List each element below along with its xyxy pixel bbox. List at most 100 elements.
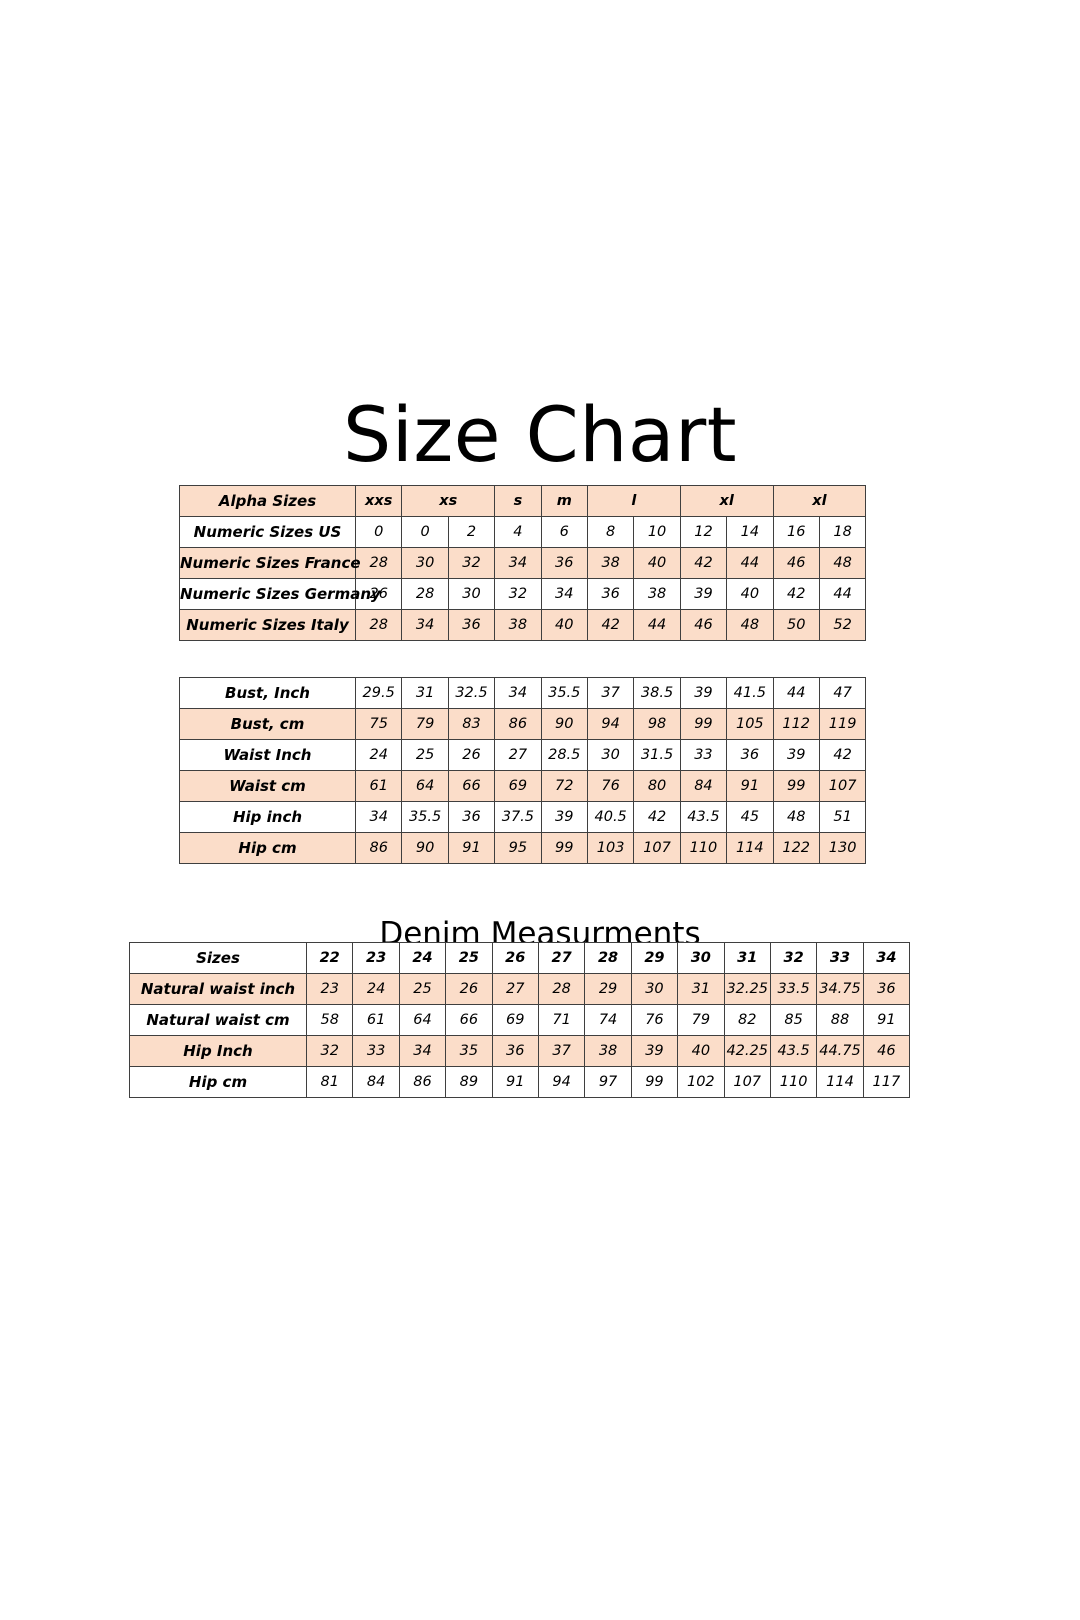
table-cell: 14 [726, 516, 774, 548]
table-cell: 74 [584, 1004, 632, 1036]
denim-measurement-row-label: Hip cm [129, 1066, 307, 1098]
table-cell: 39 [772, 739, 820, 771]
table-cell: 40 [726, 578, 774, 610]
table-cell: 32.5 [447, 677, 496, 709]
table-cell: 71 [537, 1004, 586, 1036]
table-cell: 91 [726, 770, 774, 802]
table-cell: 38 [586, 547, 635, 579]
table-cell: 66 [447, 770, 496, 802]
table-cell: 38 [584, 1035, 632, 1067]
table-row: Hip cm 86 90 91 95 99 103 107 110 114 122 130 [179, 832, 867, 864]
table-cell: 36 [540, 547, 588, 579]
body-measurements-table-body: Bust, Inch 29.5 31 32.5 34 35.5 37 38.5 39 41.5 44… [179, 677, 867, 864]
denim-size-header-29: 29 [630, 942, 679, 974]
table-cell: 97 [584, 1066, 632, 1098]
table-cell: 91 [862, 1004, 911, 1036]
table-cell: 46 [679, 609, 728, 641]
body-measurement-row-label: Hip inch [179, 801, 356, 833]
table-cell: 122 [772, 832, 820, 864]
table-cell: 103 [586, 832, 635, 864]
table-cell: 40 [677, 1035, 725, 1067]
denim-size-header-32: 32 [769, 942, 818, 974]
table-cell: 35 [445, 1035, 493, 1067]
table-cell: 36 [491, 1035, 539, 1067]
denim-table-head: Sizes 22 23 24 25 26 27 28 29 30 31 32 33 34 [129, 942, 911, 974]
table-cell: 45 [726, 801, 774, 833]
table-cell: 37.5 [494, 801, 542, 833]
table-cell: 42.25 [723, 1035, 771, 1067]
table-cell: 91 [447, 832, 496, 864]
table-cell: 61 [352, 1004, 400, 1036]
table-cell: 102 [677, 1066, 725, 1098]
table-cell: 35.5 [401, 801, 449, 833]
table-row: Hip Inch 32 33 34 35 36 37 38 39 40 42.25 43.5 44.75… [129, 1035, 911, 1067]
table-cell: 31.5 [633, 739, 681, 771]
table-cell: 61 [354, 770, 403, 802]
table-cell: 30 [586, 739, 635, 771]
table-cell: 79 [401, 708, 449, 740]
table-cell: 34 [494, 677, 542, 709]
alpha-size-group-m-3: m [540, 485, 588, 517]
page-title: Size Chart [342, 389, 738, 479]
table-header-row: Sizes 22 23 24 25 26 27 28 29 30 31 32 33 34 [129, 942, 911, 974]
table-cell: 4 [494, 516, 542, 548]
table-header-row: Alpha Sizes xxs xs s m l xl xl [179, 485, 867, 517]
alpha-sizes-table-head: Alpha Sizes xxs xs s m l xl xl [179, 485, 867, 517]
denim-size-header-31: 31 [723, 942, 771, 974]
table-cell: 42 [633, 801, 681, 833]
table-cell: 34 [398, 1035, 447, 1067]
table-cell: 35.5 [540, 677, 588, 709]
alpha-size-group-xs-1: xs [401, 485, 496, 517]
table-cell: 52 [818, 609, 867, 641]
table-cell: 44 [772, 677, 820, 709]
table-cell: 0 [401, 516, 449, 548]
table-cell: 46 [862, 1035, 911, 1067]
table-cell: 48 [726, 609, 774, 641]
table-row: Numeric Sizes US 0 0 2 4 6 8 10 12 14 16 18 [179, 516, 867, 548]
table-cell: 119 [818, 708, 867, 740]
denim-size-header-28: 28 [584, 942, 632, 974]
table-cell: 117 [862, 1066, 911, 1098]
table-cell: 24 [352, 973, 400, 1005]
table-cell: 33 [352, 1035, 400, 1067]
table-cell: 114 [816, 1066, 864, 1098]
table-cell: 94 [586, 708, 635, 740]
table-cell: 44 [818, 578, 867, 610]
table-cell: 41.5 [726, 677, 774, 709]
table-cell: 79 [677, 1004, 725, 1036]
table-cell: 83 [447, 708, 496, 740]
alpha-size-group-xl-6: xl [772, 485, 867, 517]
denim-measurement-row-label: Natural waist inch [129, 973, 307, 1005]
denim-measurement-row-label: Hip Inch [129, 1035, 307, 1067]
alpha-sizes-row-label: Numeric Sizes US [179, 516, 356, 548]
denim-table-body: Natural waist inch 23 24 25 26 27 28 29 30 31 32.2… [129, 973, 911, 1098]
table-row: Waist Inch 24 25 26 27 28.5 30 31.5 33 36 39 42 [179, 739, 867, 771]
table-row: Natural waist inch 23 24 25 26 27 28 29 30 31 32.2… [129, 973, 911, 1005]
table-cell: 114 [726, 832, 774, 864]
body-measurement-row-label: Bust, cm [179, 708, 356, 740]
alpha-sizes-table-body: Numeric Sizes US 0 0 2 4 6 8 10 12 14 16 18 Numeric … [179, 516, 867, 641]
denim-size-header-24: 24 [398, 942, 447, 974]
body-measurement-row-label: Bust, Inch [179, 677, 356, 709]
table-cell: 32 [305, 1035, 354, 1067]
table-cell: 39 [679, 578, 728, 610]
table-cell: 33 [679, 739, 728, 771]
table-cell: 31 [677, 973, 725, 1005]
table-cell: 33.5 [769, 973, 818, 1005]
table-cell: 95 [494, 832, 542, 864]
table-cell: 32 [494, 578, 542, 610]
table-cell: 99 [630, 1066, 679, 1098]
table-cell: 28 [354, 547, 403, 579]
table-cell: 2 [447, 516, 496, 548]
table-cell: 24 [354, 739, 403, 771]
alpha-sizes-row-label: Alpha Sizes [179, 485, 356, 517]
table-cell: 112 [772, 708, 820, 740]
table-cell: 75 [354, 708, 403, 740]
table-cell: 46 [772, 547, 820, 579]
alpha-sizes-row-label: Numeric Sizes Germany [179, 578, 381, 610]
table-cell: 91 [491, 1066, 539, 1098]
denim-size-header-23: 23 [352, 942, 400, 974]
denim-size-header-27: 27 [537, 942, 586, 974]
table-cell: 107 [633, 832, 681, 864]
